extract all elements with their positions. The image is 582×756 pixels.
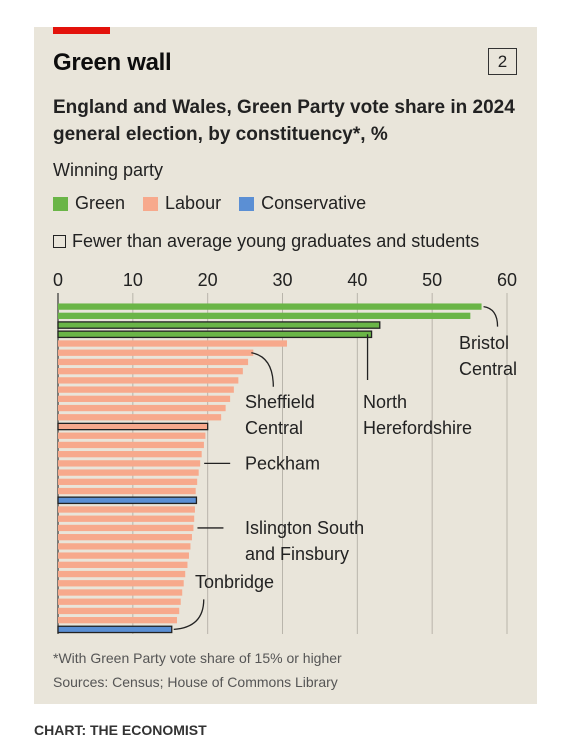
legend-label-labour: Labour	[165, 193, 222, 213]
annotation-line: Central	[245, 418, 303, 438]
bar	[57, 321, 381, 329]
footnote: *With Green Party vote share of 15% or h…	[53, 650, 342, 666]
annotation-line: Sheffield	[245, 392, 315, 412]
bar	[58, 607, 180, 615]
bar	[58, 469, 199, 476]
annotation-leader	[251, 352, 274, 387]
legend-label-green: Green	[75, 193, 126, 213]
chart-number-badge: 2	[488, 48, 517, 75]
bar	[58, 478, 198, 485]
annotation-line: and Finsbury	[245, 544, 349, 564]
bar	[58, 368, 243, 375]
bar	[58, 451, 202, 458]
bar	[58, 487, 196, 495]
annotation-line: Tonbridge	[195, 572, 274, 592]
bar	[58, 386, 234, 393]
bar	[58, 414, 222, 421]
bar	[58, 349, 254, 356]
bar	[58, 561, 188, 568]
legend-title: Winning party	[53, 160, 164, 180]
bar	[58, 377, 239, 384]
bar	[58, 570, 186, 578]
bar	[58, 515, 195, 522]
legend-item-labour: Labour	[143, 193, 221, 214]
source-note: Sources: Census; House of Commons Librar…	[53, 674, 338, 690]
bar	[58, 395, 231, 402]
chart-title: Green wall	[53, 49, 172, 76]
chart-credit: CHART: THE ECONOMIST	[34, 722, 207, 738]
annotation-line: North	[363, 392, 407, 412]
legend: Green Labour Conservative	[53, 193, 384, 214]
bar	[58, 358, 249, 366]
x-tick-label: 20	[198, 270, 218, 290]
bar	[58, 543, 191, 550]
x-tick-label: 0	[53, 270, 63, 290]
annotation-label: North Herefordshire	[363, 392, 472, 438]
bar	[57, 625, 173, 634]
bar	[58, 589, 183, 596]
x-tick-label: 50	[422, 270, 442, 290]
legend-label-conservative: Conservative	[261, 193, 367, 213]
bar	[58, 580, 184, 587]
annotation-label: Islington South and Finsbury	[245, 518, 364, 564]
annotation-label: Tonbridge	[195, 572, 274, 592]
bar	[58, 598, 181, 605]
bar	[57, 422, 209, 431]
annotation-label: Sheffield Central	[245, 392, 315, 438]
bar	[58, 441, 204, 449]
annotation-label: Bristol Central	[459, 333, 517, 379]
annotation-line: Herefordshire	[363, 418, 472, 438]
annotation-leader	[483, 305, 499, 327]
bar	[58, 312, 471, 319]
legend-swatch-conservative	[239, 196, 255, 211]
bar	[58, 460, 201, 467]
bar	[57, 330, 373, 339]
legend-swatch-labour	[143, 196, 159, 211]
legend-outline-item: Fewer than average young graduates and s…	[53, 231, 479, 252]
bar	[58, 506, 195, 513]
bar	[58, 617, 177, 624]
x-tick-label: 10	[123, 270, 143, 290]
chart-subtitle: England and Wales, Green Party vote shar…	[53, 97, 515, 145]
bar	[58, 524, 194, 532]
x-tick-label: 30	[272, 270, 292, 290]
annotation-line: Bristol	[459, 333, 509, 353]
bar	[58, 534, 192, 541]
annotation-line: Islington South	[245, 518, 364, 538]
bar	[58, 552, 189, 559]
legend-item-conservative: Conservative	[239, 193, 366, 214]
annotation-line: Peckham	[245, 453, 320, 473]
bar	[58, 340, 287, 347]
bar	[57, 496, 198, 505]
x-tick-label: 60	[497, 270, 517, 290]
bar	[58, 404, 226, 412]
annotation-leader	[173, 599, 205, 631]
brand-red-bar	[53, 27, 110, 34]
x-tick-label: 40	[347, 270, 367, 290]
legend-outline-swatch	[53, 235, 66, 248]
annotation-line: Central	[459, 359, 517, 379]
annotation-label: Peckham	[245, 453, 320, 473]
legend-item-green: Green	[53, 193, 125, 214]
bar	[58, 303, 482, 310]
bar	[58, 432, 206, 439]
legend-outline-label: Fewer than average young graduates and s…	[72, 231, 480, 251]
legend-swatch-green	[53, 196, 68, 211]
